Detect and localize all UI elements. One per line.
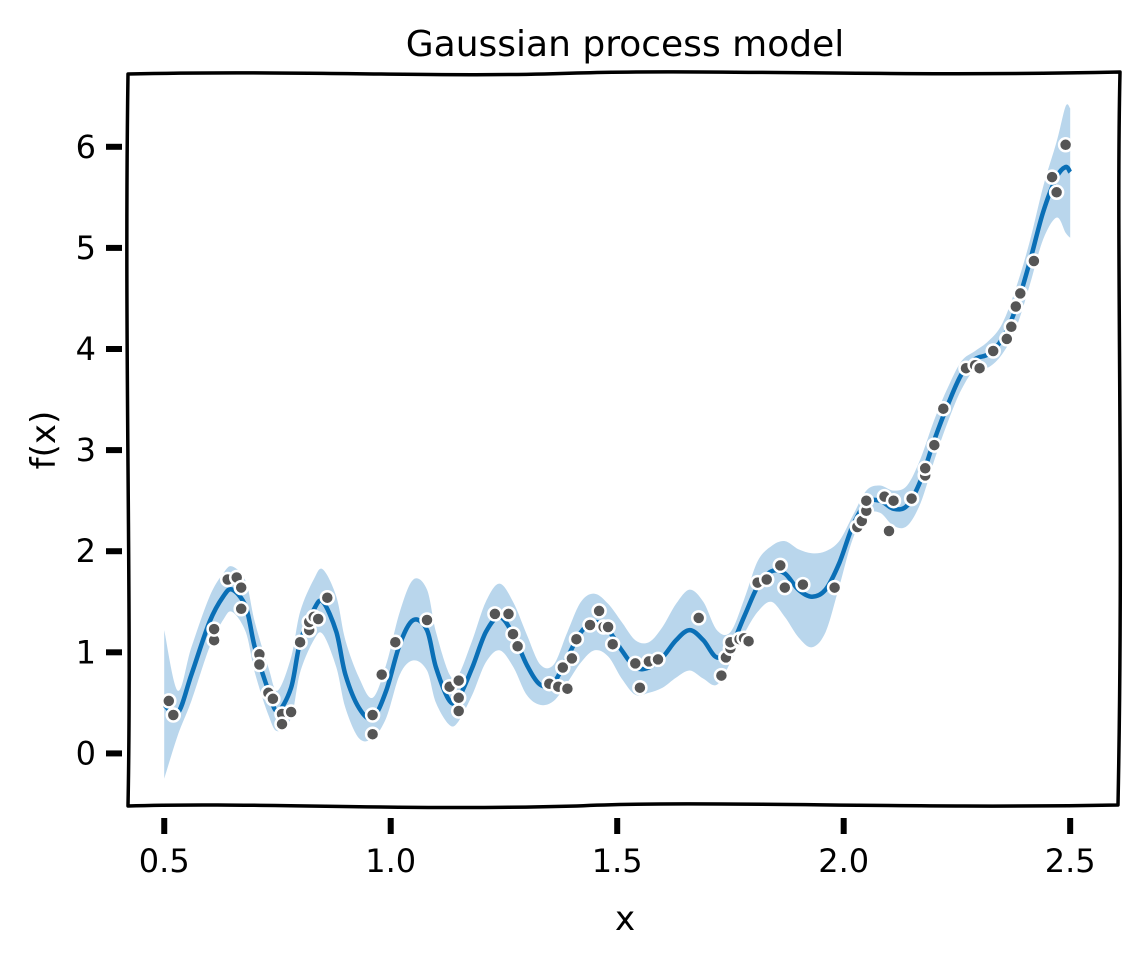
plot-frame (125, 70, 1123, 810)
observation-point (604, 636, 621, 652)
observation-point (885, 492, 902, 509)
observation-point (165, 707, 182, 723)
observation-point (758, 571, 775, 588)
observation-point (627, 655, 644, 672)
observation-point (251, 656, 268, 673)
observation-point (1012, 285, 1029, 302)
observation-point (926, 437, 943, 453)
observation-point (450, 672, 467, 689)
x-tick-label: 2.0 (818, 842, 869, 880)
y-tick-label: 1 (76, 633, 96, 671)
observation-point (310, 611, 326, 627)
observation-point (283, 704, 299, 720)
observation-point (971, 360, 988, 376)
x-axis-label: x (615, 899, 635, 939)
observation-points (161, 137, 1074, 742)
observation-point (559, 680, 576, 697)
observation-point (795, 576, 811, 593)
observation-point (1044, 169, 1060, 185)
y-tick-label: 6 (76, 128, 96, 166)
observation-point (161, 693, 177, 709)
y-tick-label: 5 (76, 229, 96, 267)
x-tick-label: 1.5 (592, 842, 643, 880)
observation-point (1008, 298, 1024, 315)
observation-point (364, 707, 381, 723)
observation-point (740, 633, 757, 649)
observation-point (582, 617, 598, 633)
observation-point (881, 523, 897, 539)
observation-point (935, 400, 952, 417)
observation-point (713, 667, 730, 684)
x-axis-ticks: 0.5 1.0 1.5 2.0 2.5 (139, 818, 1096, 880)
observation-point (632, 679, 648, 696)
observation-point (1048, 184, 1065, 201)
observation-point (487, 606, 503, 622)
observation-point (1026, 253, 1042, 269)
y-tick-label: 0 (76, 734, 96, 772)
observation-point (274, 716, 290, 732)
observation-point (858, 492, 875, 509)
observation-point (450, 703, 467, 719)
observation-point (985, 343, 1001, 359)
observation-point (826, 579, 843, 596)
observation-point (387, 634, 404, 650)
observation-point (903, 490, 920, 507)
observation-point (206, 621, 222, 637)
y-axis-label: f(x) (24, 411, 64, 470)
observation-point (591, 603, 607, 619)
observation-point (1057, 137, 1074, 153)
plot-area (161, 104, 1074, 779)
observation-point (777, 579, 793, 596)
chart-title: Gaussian process model (406, 24, 845, 65)
observation-point (373, 666, 390, 683)
observation-point (1003, 319, 1020, 335)
observation-point (772, 557, 789, 574)
observation-point (450, 690, 467, 706)
observation-point (265, 691, 281, 707)
observation-point (364, 726, 381, 742)
observation-point (690, 610, 707, 626)
observation-point (233, 579, 249, 596)
y-tick-label: 3 (76, 431, 96, 469)
observation-point (509, 638, 526, 655)
y-tick-label: 4 (76, 330, 96, 368)
y-tick-label: 2 (76, 532, 96, 570)
x-tick-label: 0.5 (139, 842, 190, 880)
observation-point (292, 634, 308, 650)
observation-point (419, 612, 435, 628)
observation-point (917, 460, 933, 477)
observation-point (568, 631, 585, 647)
observation-point (564, 650, 580, 667)
observation-point (555, 659, 571, 676)
x-tick-label: 2.5 (1045, 842, 1096, 880)
observation-point (650, 651, 666, 668)
observation-point (600, 619, 616, 635)
observation-point (233, 601, 249, 617)
observation-point (319, 589, 336, 606)
observation-point (500, 606, 517, 622)
y-axis-ticks: 0 1 2 3 4 5 6 (76, 128, 122, 772)
x-tick-label: 1.0 (365, 842, 416, 880)
